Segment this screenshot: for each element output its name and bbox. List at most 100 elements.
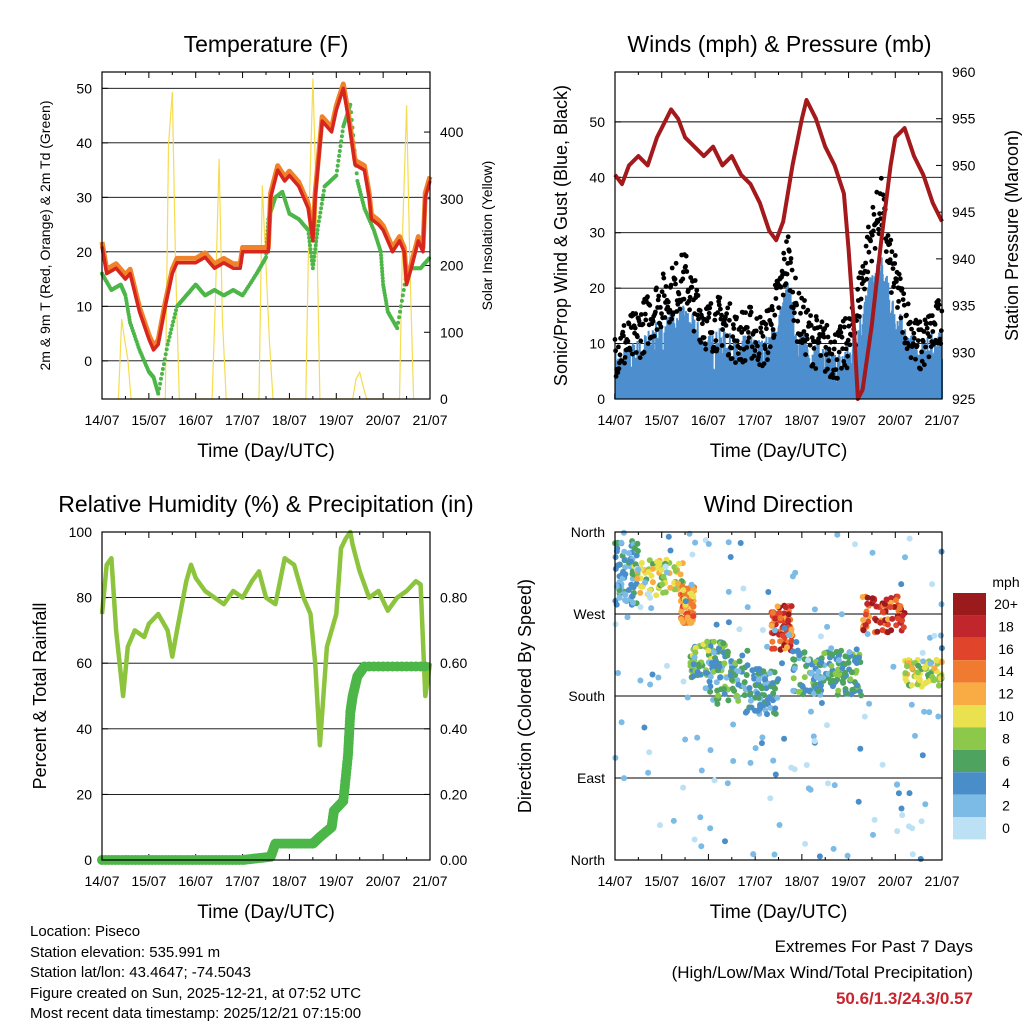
gust-point: [901, 291, 907, 297]
gust-point: [746, 335, 752, 341]
dewpoint-point: [379, 256, 384, 261]
direction-point: [692, 649, 699, 656]
direction-point: [795, 688, 802, 695]
direction-point: [705, 541, 712, 547]
legend-label: 2: [1002, 798, 1010, 814]
gust-point: [935, 305, 941, 311]
gust-point: [767, 344, 773, 350]
x-tick-label: 20/07: [366, 873, 401, 889]
direction-point: [691, 654, 698, 661]
gust-point: [869, 258, 875, 264]
direction-point: [917, 856, 924, 862]
gust-point: [898, 315, 904, 321]
gust-point: [868, 238, 873, 244]
gust-point: [764, 326, 769, 332]
direction-point: [857, 745, 864, 752]
gust-point: [635, 334, 640, 340]
direction-point: [869, 549, 876, 556]
direction-point: [921, 664, 928, 671]
dewpoint-point: [163, 352, 168, 357]
direction-point: [906, 790, 913, 797]
direction-point: [825, 780, 831, 787]
direction-point: [751, 675, 758, 682]
temperature-panel: Temperature (F) Time (Day/UTC) 2m & 9m T (…: [37, 31, 495, 462]
direction-point: [852, 541, 858, 548]
direction-point: [690, 673, 697, 680]
gust-point: [888, 237, 894, 243]
direction-point: [667, 547, 674, 554]
direction-point: [864, 594, 871, 601]
dewpoint-point: [264, 255, 268, 260]
gust-point: [843, 316, 848, 321]
dewpoint-point: [321, 188, 326, 193]
dewpoint-point: [160, 371, 164, 376]
direction-point: [688, 600, 695, 607]
gust-point: [627, 347, 633, 353]
direction-point: [770, 690, 777, 697]
direction-point: [902, 554, 908, 561]
gust-point: [900, 330, 905, 335]
gust-point: [885, 233, 891, 238]
direction-point: [866, 700, 873, 707]
direction-point: [702, 685, 709, 692]
dewpoint-point: [313, 243, 318, 248]
y-tick-label: 40: [76, 135, 92, 151]
gust-point: [839, 365, 844, 371]
direction-point: [769, 645, 775, 652]
gust-point: [924, 325, 930, 331]
gust-point: [901, 302, 907, 308]
gust-point: [889, 290, 894, 295]
direction-point: [762, 676, 768, 683]
direction-point: [707, 747, 714, 754]
direction-point: [768, 622, 775, 629]
direction-point: [833, 648, 840, 655]
direction-point: [860, 627, 867, 634]
direction-point: [893, 597, 899, 604]
direction-point: [646, 749, 653, 756]
direction-point: [635, 566, 642, 573]
direction-point: [725, 697, 732, 704]
gust-point: [926, 354, 932, 360]
gust-point: [745, 339, 751, 345]
x-tick-label: 18/07: [784, 873, 819, 889]
gust-point: [714, 346, 720, 352]
gust-point: [890, 266, 896, 271]
direction-point: [937, 675, 944, 682]
direction-point: [721, 691, 728, 697]
x-tick-label: 14/07: [597, 412, 632, 428]
dewpoint-point: [307, 239, 312, 244]
direction-point: [895, 790, 902, 797]
gust-point: [622, 355, 628, 360]
direction-point: [615, 670, 621, 676]
direction-point: [818, 659, 825, 666]
direction-point: [629, 593, 636, 600]
direction-point: [785, 611, 792, 618]
dewpoint-point: [315, 231, 320, 236]
direction-point: [624, 614, 631, 621]
legend-swatch: [953, 705, 986, 728]
direction-point: [692, 539, 699, 546]
direction-point: [695, 661, 702, 668]
x-tick-label: 17/07: [738, 873, 773, 889]
direction-point: [858, 692, 865, 699]
direction-point: [707, 683, 714, 690]
legend-label: 16: [998, 641, 1014, 657]
direction-point: [659, 581, 666, 588]
dewpoint-point: [169, 327, 174, 332]
dewpoint-point: [311, 258, 316, 263]
gust-point: [712, 317, 718, 323]
gust-point: [723, 323, 729, 328]
gust-point: [647, 302, 653, 308]
gust-point: [733, 360, 738, 365]
x-tick-label: 17/07: [225, 412, 260, 428]
direction-point: [735, 681, 742, 688]
direction-point: [725, 539, 732, 546]
direction-point: [697, 671, 704, 678]
gust-point: [668, 282, 674, 288]
y-axis-label: Direction (Colored By Speed): [515, 579, 535, 813]
gust-point: [663, 284, 669, 289]
gust-point: [665, 299, 671, 305]
gust-point: [937, 336, 943, 342]
gust-point: [781, 250, 787, 256]
